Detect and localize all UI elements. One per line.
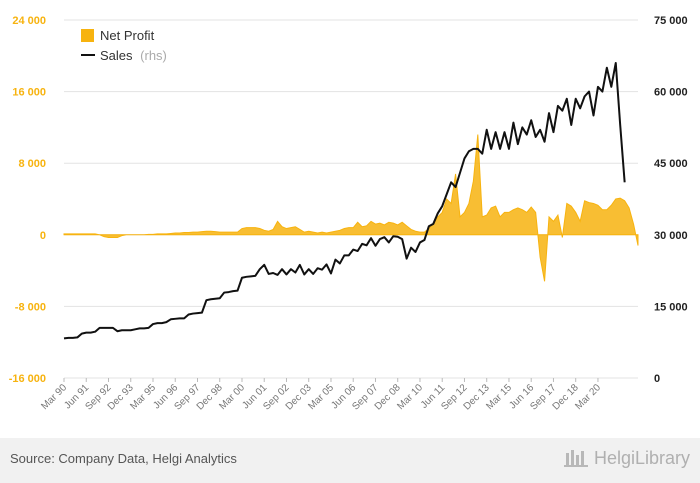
helgi-library-logo: HelgiLibrary [563,447,690,469]
net-profit-area-layer [63,134,639,282]
left-tick-label: 24 000 [12,15,46,27]
left-tick-label: 16 000 [12,87,46,99]
sales-line [63,61,626,340]
legend-swatch-net-profit [81,29,94,42]
chart: -16 000 -8 000 0 8 000 16 000 24 000 0 15 000 3… [9,15,688,413]
right-axis: 0 15 000 30 000 45 000 60 000 75 000 [654,15,688,385]
legend-sales-suffix: (rhs) [140,48,167,63]
legend-sales-name: Sales [100,48,133,63]
right-tick-label: 15 000 [654,301,688,313]
right-tick-label: 0 [654,373,660,385]
x-tick-label: Mar 10 [395,382,425,412]
logo-text: HelgiLibrary [593,447,690,468]
net-profit-area [63,134,639,282]
legend-label-sales: Sales (rhs) [100,48,167,63]
sales-line-layer [63,61,626,340]
x-tick-label: Mar 00 [217,382,247,412]
left-tick-label: -8 000 [15,301,46,313]
gridlines [64,19,638,379]
left-tick-label: 0 [40,230,46,242]
x-tick-label: Mar 20 [573,382,603,412]
left-axis: -16 000 -8 000 0 8 000 16 000 24 000 [9,15,46,385]
legend-label-net-profit: Net Profit [100,28,155,43]
right-tick-label: 30 000 [654,230,688,242]
library-icon [563,450,588,467]
right-tick-label: 45 000 [654,158,688,170]
footer: Source: Company Data, Helgi Analytics He… [0,438,700,483]
right-tick-label: 75 000 [654,15,688,27]
right-tick-label: 60 000 [654,87,688,99]
x-tick-label: Mar 95 [128,382,158,412]
x-tick-label: Mar 05 [306,382,336,412]
x-tick-label: Mar 90 [39,382,69,412]
legend: Net Profit Sales (rhs) [81,28,167,63]
x-tick-label: Mar 15 [484,382,514,412]
source-text: Source: Company Data, Helgi Analytics [10,451,237,466]
left-tick-label: 8 000 [18,158,46,170]
left-tick-label: -16 000 [9,373,46,385]
